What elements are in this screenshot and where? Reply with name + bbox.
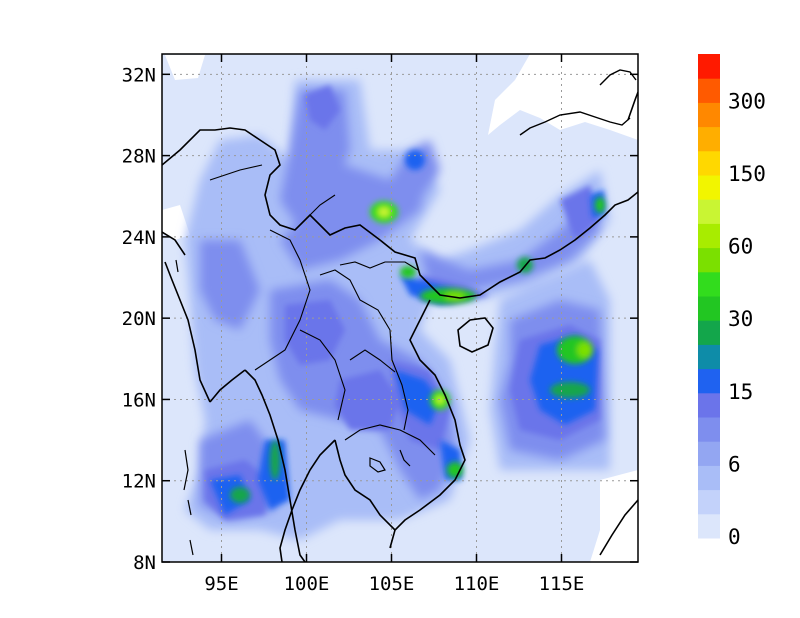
colorbar-swatch	[698, 126, 720, 152]
colorbar-swatch	[698, 417, 720, 442]
colorbar-swatch	[698, 102, 720, 128]
colorbar-swatch	[698, 175, 720, 200]
colorbar-swatch	[698, 465, 720, 491]
coastline-ne	[627, 91, 638, 121]
colorbar-tick-label: 150	[728, 162, 766, 186]
colorbar-swatch	[698, 392, 720, 418]
y-axis: 8N 12N 16N 20N 24N 28N 32N	[122, 64, 638, 574]
colorbar-swatch	[698, 344, 720, 370]
colorbar-labels: 0 6 15 30 60 150 300	[728, 89, 766, 549]
grid-lines	[162, 54, 638, 562]
coastlines	[162, 127, 638, 562]
y-tick-label: 12N	[122, 471, 156, 493]
colorbar-swatch	[698, 320, 720, 345]
colorbar-swatch	[698, 441, 720, 466]
plot-frame	[161, 53, 639, 563]
colorbar-tick-label: 30	[728, 307, 753, 331]
x-tick-label: 105E	[369, 573, 415, 595]
x-tick-label: 110E	[454, 573, 500, 595]
map-field	[162, 54, 638, 562]
colorbar	[698, 54, 720, 539]
colorbar-swatch	[698, 199, 720, 224]
y-tick-label: 28N	[122, 146, 156, 168]
colorbar-tick-label: 60	[728, 235, 753, 259]
colorbar-swatch	[698, 489, 720, 515]
colorbar-swatch	[698, 513, 720, 539]
colorbar-tick-label: 0	[728, 525, 741, 549]
colorbar-swatch	[698, 78, 720, 103]
colorbar-swatch	[698, 223, 720, 249]
small-islands	[175, 259, 411, 556]
y-tick-label: 8N	[133, 552, 156, 574]
coastline-se	[599, 499, 638, 556]
y-tick-label: 16N	[122, 389, 156, 411]
y-tick-label: 20N	[122, 308, 156, 330]
country-borders	[209, 164, 436, 456]
x-tick-label: 95E	[204, 573, 238, 595]
colorbar-swatch	[698, 296, 720, 321]
colorbar-swatch	[698, 150, 720, 176]
x-axis: 95E 100E 105E 110E 115E	[204, 54, 584, 595]
colorbar-swatch	[698, 54, 720, 79]
y-tick-label: 24N	[122, 227, 156, 249]
colorbar-swatch	[698, 271, 720, 297]
island-outline	[457, 317, 494, 353]
y-tick-label: 32N	[122, 64, 156, 86]
x-tick-label: 100E	[284, 573, 330, 595]
colorbar-tick-label: 15	[728, 380, 753, 404]
colorbar-tick-label: 6	[728, 452, 741, 476]
colorbar-tick-label: 300	[728, 89, 766, 113]
colorbar-swatch	[698, 247, 720, 273]
x-tick-label: 115E	[539, 573, 585, 595]
colorbar-swatch	[698, 368, 720, 394]
coastline-north	[519, 111, 631, 136]
